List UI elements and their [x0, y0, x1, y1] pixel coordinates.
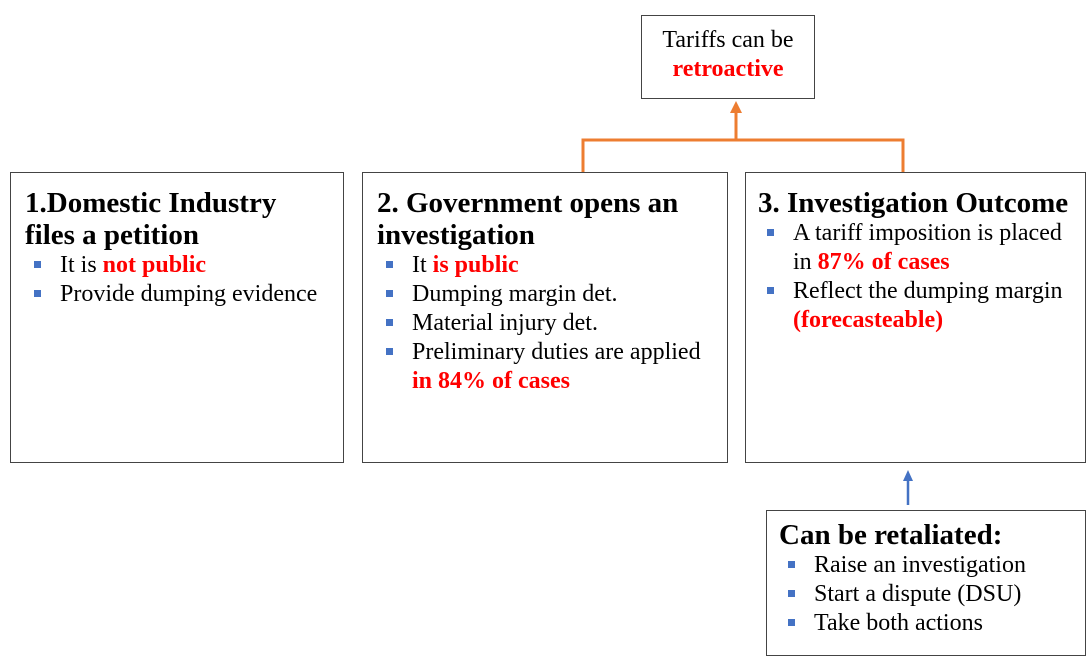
box-title: 1.Domestic Industry files a petition [25, 187, 277, 251]
bullet: It is not public [25, 251, 333, 280]
bullet: Preliminary duties are applied in 84% of… [377, 338, 721, 396]
bullet: Provide dumping evidence [25, 280, 333, 309]
bullet: Material injury det. [377, 309, 721, 338]
bullet: Take both actions [779, 609, 1085, 638]
text: Dumping margin det. [412, 281, 618, 307]
blue-arrowhead [903, 470, 913, 481]
bullet: Start a dispute (DSU) [779, 580, 1085, 609]
highlight-text: in 84% of cases [412, 368, 570, 394]
text: Material injury det. [412, 310, 598, 336]
bullet: A tariff imposition is placed in 87% of … [758, 219, 1085, 277]
bullet: Reflect the dumping margin (forecasteabl… [758, 277, 1085, 335]
text: Preliminary duties are applied [412, 339, 701, 365]
line: Tariffs can be [642, 26, 814, 55]
text: It [412, 252, 433, 278]
box-title: Can be retaliated: [779, 519, 1003, 551]
bullet: It is public [377, 251, 721, 280]
orange-connector [581, 138, 905, 172]
text: Reflect the dumping margin [793, 278, 1063, 304]
highlight-text: not public [102, 252, 207, 278]
text: A tariff imposition is placed in [793, 220, 1062, 275]
highlight-text: is public [432, 252, 519, 278]
bullet-list: It is public Dumping margin det. Material … [377, 251, 721, 396]
text: Start a dispute (DSU) [814, 581, 1022, 607]
text: Tariffs can be [662, 27, 794, 53]
top-box: Tariffs can be retroactive [641, 15, 815, 99]
line: retroactive [642, 55, 814, 84]
highlight-text: 87% of cases [817, 249, 950, 275]
box-petition: 1.Domestic Industry files a petition It i… [10, 172, 344, 463]
bullet: Dumping margin det. [377, 280, 721, 309]
box-title: 2. Government opens an investigation [377, 187, 679, 251]
orange-arrowhead [730, 101, 742, 113]
text: Provide dumping evidence [60, 281, 318, 307]
box-investigation: 2. Government opens an investigation It i… [362, 172, 728, 463]
bullet-list: A tariff imposition is placed in 87% of … [758, 219, 1085, 335]
box-title: 3. Investigation Outcome [758, 187, 1069, 219]
text: It is [60, 252, 103, 278]
box-retaliation: Can be retaliated: Raise an investigation… [766, 510, 1086, 656]
bullet-list: Raise an investigation Start a dispute (D… [779, 551, 1085, 638]
highlight-text: (forecasteable) [793, 307, 944, 333]
text: Raise an investigation [814, 552, 1026, 578]
bullet: Raise an investigation [779, 551, 1085, 580]
highlight-text: retroactive [672, 56, 784, 82]
text: Take both actions [814, 610, 983, 636]
bullet-list: It is not public Provide dumping evidence [25, 251, 333, 309]
box-outcome: 3. Investigation Outcome A tariff imposit… [745, 172, 1086, 463]
